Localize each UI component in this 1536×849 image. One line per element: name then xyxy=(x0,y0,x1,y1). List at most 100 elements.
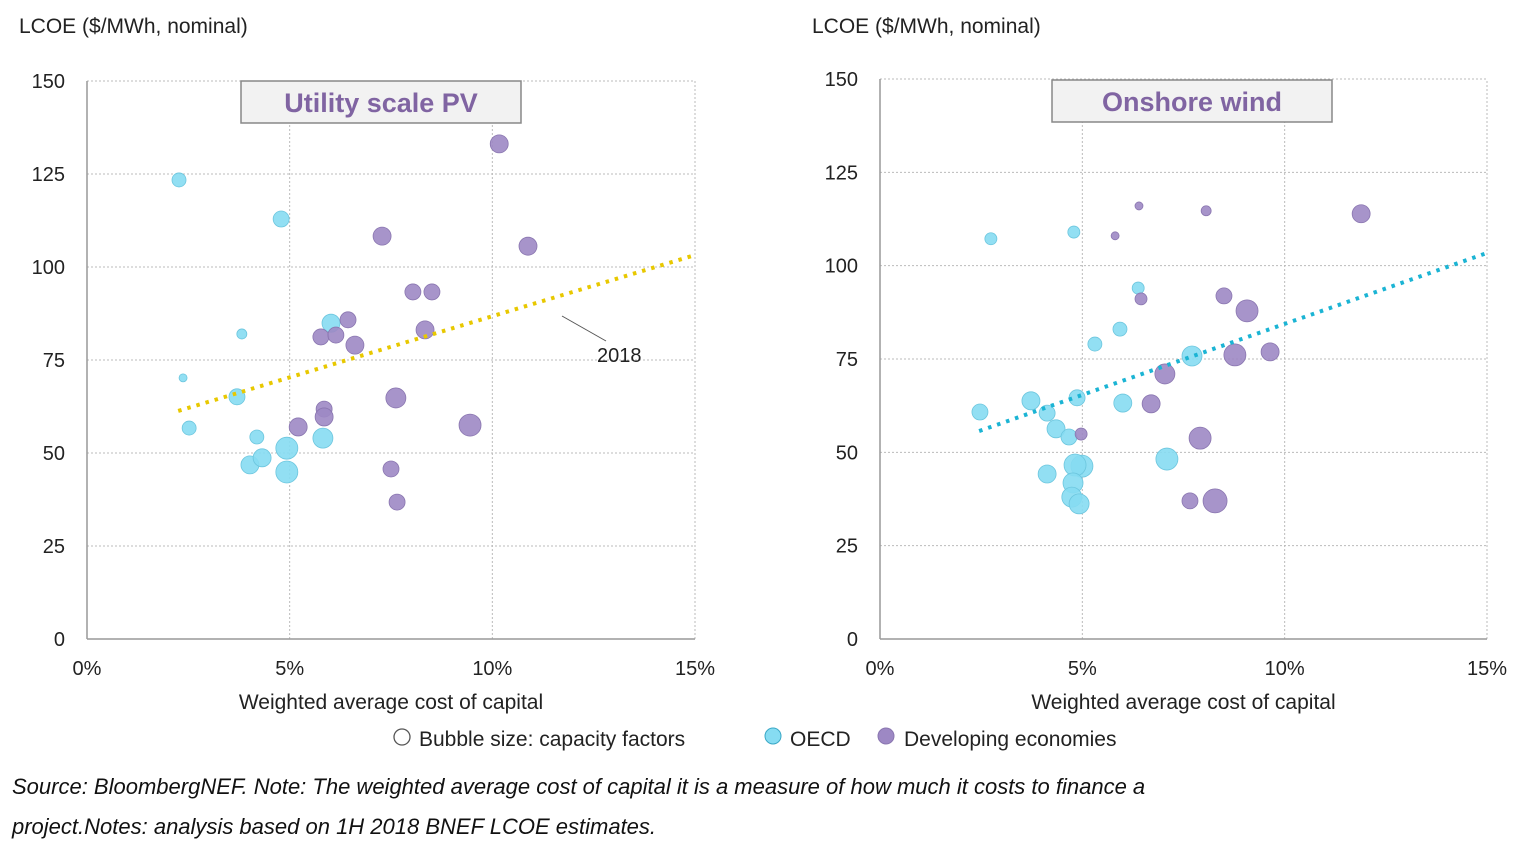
chart-panel-1: 0 25 50 75 100 125 150 0% 5% 10% 15% LCOE ($/MWh, n… xyxy=(19,15,715,714)
legend-dev-label: Developing economies xyxy=(904,728,1116,751)
bubble-developing xyxy=(345,335,365,355)
x-tick-label: 15% xyxy=(1467,658,1507,680)
bubble-oecd xyxy=(1021,391,1041,411)
bubble-oecd xyxy=(236,328,248,340)
bubble-developing xyxy=(489,134,509,154)
trend-line xyxy=(177,253,696,413)
y-tick-label: 25 xyxy=(836,536,858,558)
bubble-oecd xyxy=(312,427,334,449)
bubble-developing xyxy=(1074,427,1088,441)
chart-title: Onshore wind xyxy=(1102,87,1282,117)
bubble-oecd xyxy=(249,429,265,445)
legend-oecd-label: OECD xyxy=(790,728,851,751)
bubble-oecd xyxy=(1037,464,1057,484)
bubble-developing xyxy=(372,226,392,246)
y-tick-label: 0 xyxy=(847,629,858,651)
legend-oecd-marker xyxy=(764,727,782,745)
y-axis-label: LCOE ($/MWh, nominal) xyxy=(19,15,248,38)
bubble-developing xyxy=(1134,201,1144,211)
bubble-oecd xyxy=(1155,447,1179,471)
bubble-oecd xyxy=(971,403,989,421)
bubble-developing xyxy=(1235,299,1259,323)
bubble-developing xyxy=(1223,343,1247,367)
bubble-oecd xyxy=(1046,419,1066,439)
y-tick-label: 0 xyxy=(54,629,65,651)
y-tick-label: 25 xyxy=(43,536,65,558)
bubble-oecd xyxy=(1087,336,1103,352)
y-axis-label: LCOE ($/MWh, nominal) xyxy=(812,15,1041,38)
legend-dev-marker xyxy=(877,727,895,745)
bubble-developing xyxy=(1215,287,1233,305)
bubble-developing xyxy=(1141,394,1161,414)
x-tick-label: 0% xyxy=(866,658,895,680)
bubble-developing xyxy=(458,413,482,437)
bubble-developing xyxy=(404,283,422,301)
bubble-oecd xyxy=(252,448,272,468)
y-tick-label: 150 xyxy=(825,69,858,91)
x-tick-label: 15% xyxy=(675,658,715,680)
bubble-oecd xyxy=(1181,345,1203,367)
bubble-oecd xyxy=(275,460,299,484)
bubble-developing xyxy=(385,387,407,409)
bubble-oecd xyxy=(275,436,299,460)
x-tick-label: 10% xyxy=(472,658,512,680)
bubble-developing xyxy=(1202,488,1228,514)
bubble-developing xyxy=(288,417,308,437)
bubble-oecd xyxy=(1060,428,1078,446)
bubble-developing xyxy=(1181,492,1199,510)
x-tick-label: 0% xyxy=(73,658,102,680)
y-tick-label: 75 xyxy=(43,350,65,372)
x-axis-label: Weighted average cost of capital xyxy=(1031,691,1335,714)
bubble-developing xyxy=(1200,205,1212,217)
x-axis-label: Weighted average cost of capital xyxy=(239,691,543,714)
bubble-developing xyxy=(518,236,538,256)
x-tick-label: 5% xyxy=(1068,658,1097,680)
bubble-developing xyxy=(1188,426,1212,450)
chart-title: Utility scale PV xyxy=(284,88,478,118)
title-box xyxy=(1051,79,1333,123)
y-tick-label: 50 xyxy=(836,442,858,464)
trend-label: 2018 xyxy=(597,345,642,367)
legend: Bubble size: capacity factors OECD Develop… xyxy=(393,727,1116,751)
bubble-developing xyxy=(1351,204,1371,224)
bubble-developing xyxy=(388,493,406,511)
bubble-developing xyxy=(1110,231,1120,241)
bubble-oecd xyxy=(272,210,290,228)
y-tick-label: 100 xyxy=(32,257,65,279)
bubble-oecd xyxy=(984,232,998,246)
trend-line xyxy=(978,251,1488,433)
bubble-developing xyxy=(423,283,441,301)
bubble-oecd xyxy=(1068,493,1090,515)
y-tick-label: 100 xyxy=(825,256,858,278)
bubble-oecd xyxy=(171,172,187,188)
bubble-oecd xyxy=(1113,393,1133,413)
legend-size-label: Bubble size: capacity factors xyxy=(419,728,685,751)
bubble-developing xyxy=(312,328,330,346)
bubble-oecd xyxy=(1067,225,1081,239)
bubble-developing xyxy=(415,320,435,340)
title-box xyxy=(240,80,522,124)
bubble-developing xyxy=(382,460,400,478)
bubble-oecd xyxy=(181,420,197,436)
bubble-developing xyxy=(1260,342,1280,362)
chart-panel-2: 0 25 50 75 100 125 150 0% 5% 10% 15% LCOE ($/MWh, n… xyxy=(812,15,1507,714)
bubble-developing xyxy=(327,326,345,344)
source-note-line1: Source: BloombergNEF. Note: The weighted… xyxy=(12,774,1146,799)
bubble-oecd xyxy=(1131,281,1145,295)
trend-label-leader xyxy=(561,315,607,342)
y-tick-label: 50 xyxy=(43,443,65,465)
bubble-developing xyxy=(314,407,334,427)
y-tick-label: 75 xyxy=(836,349,858,371)
y-tick-label: 150 xyxy=(32,71,65,93)
x-tick-label: 5% xyxy=(275,658,304,680)
bubble-developing xyxy=(1134,292,1148,306)
bubble-oecd xyxy=(1063,453,1087,477)
source-note-line2: project.Notes: analysis based on 1H 2018… xyxy=(12,814,657,839)
y-tick-label: 125 xyxy=(825,162,858,184)
legend-size-marker xyxy=(393,728,411,746)
x-tick-label: 10% xyxy=(1265,658,1305,680)
bubble-developing xyxy=(1154,363,1176,385)
y-tick-label: 125 xyxy=(32,164,65,186)
